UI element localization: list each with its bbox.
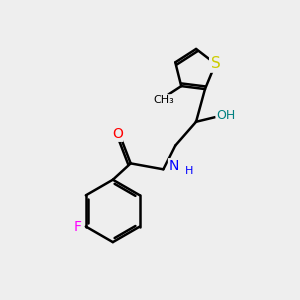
Text: O: O [112,127,123,141]
Text: F: F [74,220,82,234]
Text: CH₃: CH₃ [153,95,174,105]
Text: S: S [211,56,220,71]
Text: OH: OH [216,109,236,122]
Text: H: H [185,166,193,176]
Text: N: N [169,159,179,173]
